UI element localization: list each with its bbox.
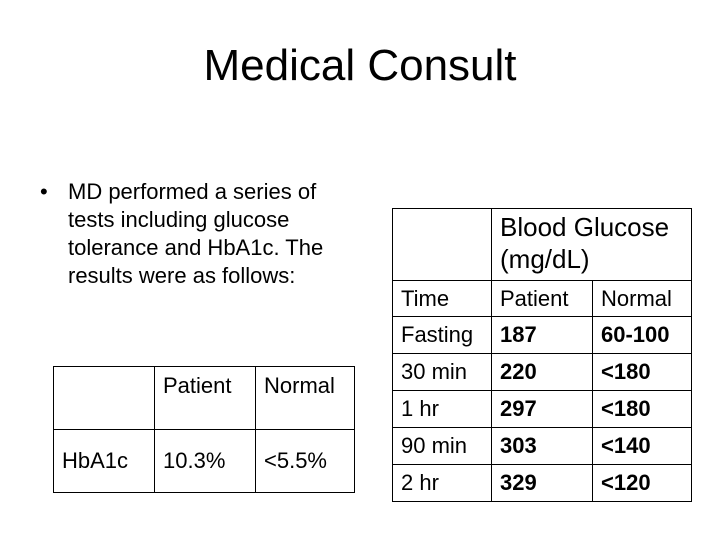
cell-normal-value: <5.5% [255,429,355,493]
table-header-row: Time Patient Normal [392,280,692,317]
cell-patient-value: 10.3% [154,429,256,493]
cell-test-name: HbA1c [53,429,155,493]
cell-time: 30 min [392,353,492,391]
cell-normal-value: <180 [592,353,692,391]
table-row: 90 min 303 <140 [392,427,692,465]
cell-time: 1 hr [392,390,492,428]
title-cell-empty [392,208,492,281]
cell-normal-value: <140 [592,427,692,465]
slide-title: Medical Consult [203,41,517,90]
cell-time: 90 min [392,427,492,465]
hba1c-table: Patient Normal HbA1c 10.3% <5.5% [53,366,355,493]
header-cell-empty [53,366,155,430]
cell-normal-value: <180 [592,390,692,428]
header-cell-patient: Patient [154,366,256,430]
header-cell-time: Time [392,280,492,317]
blood-glucose-table: Blood Glucose (mg/dL) Time Patient Norma… [392,208,692,502]
cell-patient-value: 297 [491,390,593,428]
cell-patient-value: 220 [491,353,593,391]
cell-patient-value: 303 [491,427,593,465]
table-title-row: Blood Glucose (mg/dL) [392,208,692,281]
table-row: 30 min 220 <180 [392,353,692,391]
bullet-dot-icon: • [40,179,48,204]
cell-time: 2 hr [392,464,492,502]
cell-patient-value: 329 [491,464,593,502]
header-cell-patient: Patient [491,280,593,317]
cell-patient-value: 187 [491,316,593,354]
header-cell-normal: Normal [592,280,692,317]
table-row: 1 hr 297 <180 [392,390,692,428]
bullet-text: MD performed a series of tests including… [68,179,324,288]
table-row: Fasting 187 60-100 [392,316,692,354]
table-row: HbA1c 10.3% <5.5% [53,429,355,493]
cell-time: Fasting [392,316,492,354]
table-header-row: Patient Normal [53,366,355,430]
table-row: 2 hr 329 <120 [392,464,692,502]
table-title-cell: Blood Glucose (mg/dL) [491,208,692,281]
cell-normal-value: <120 [592,464,692,502]
header-cell-normal: Normal [255,366,355,430]
cell-normal-value: 60-100 [592,316,692,354]
